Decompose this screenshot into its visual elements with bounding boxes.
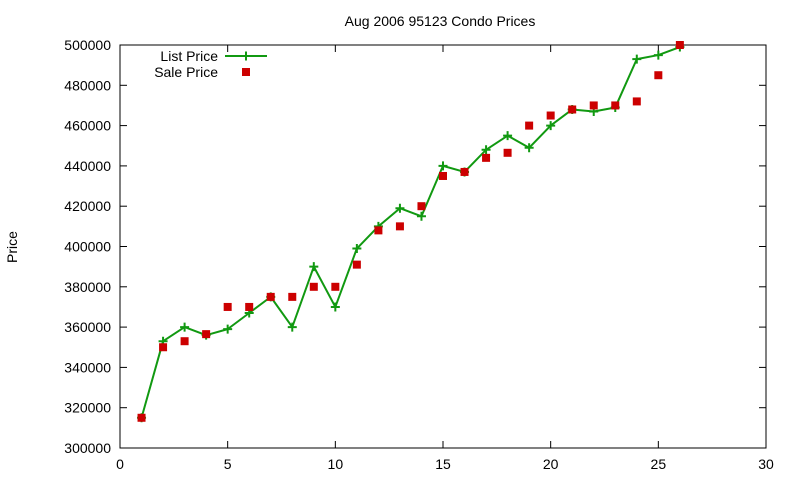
y-tick-label: 460000: [64, 118, 111, 134]
list-price-point: [180, 322, 190, 332]
y-tick-label: 360000: [64, 319, 111, 335]
y-tick-label: 300000: [64, 440, 111, 456]
series-list-price: [137, 42, 685, 423]
y-tick-label: 400000: [64, 239, 111, 255]
sale-price-point: [137, 413, 146, 422]
list-price-point: [416, 211, 426, 221]
list-price-line: [140, 46, 681, 419]
list-price-point: [524, 143, 534, 153]
list-price-point: [287, 322, 297, 332]
legend-plus-marker: [241, 51, 251, 61]
sale-price-point: [439, 171, 447, 180]
list-price-point: [481, 145, 491, 155]
y-axis-label: Price: [4, 231, 20, 263]
sale-price-point: [460, 167, 469, 176]
list-price-point: [223, 324, 233, 334]
sale-price-point: [180, 337, 189, 346]
x-tick-label: 0: [116, 456, 124, 472]
sale-price-point: [395, 222, 404, 231]
sale-price-point: [589, 101, 598, 110]
x-tick-label: 5: [224, 456, 232, 472]
sale-price-point: [223, 302, 232, 311]
y-tick-label: 500000: [64, 37, 111, 53]
sale-price-point: [546, 111, 555, 120]
sale-price-point: [374, 226, 383, 235]
sale-price-point: [503, 148, 512, 157]
list-price-point: [330, 302, 340, 312]
legend-label: Sale Price: [154, 64, 218, 80]
sale-price-point: [654, 71, 663, 80]
sale-price-point: [632, 97, 641, 106]
y-tick-label: 480000: [64, 77, 111, 93]
list-price-point: [309, 262, 319, 272]
sale-price-point: [352, 260, 361, 269]
list-price-point: [546, 121, 556, 131]
plot-series: [137, 41, 685, 423]
axis-ticks: 0 5 10 15 20 25 30 300000 320000 340000 360000 3800…: [64, 37, 774, 472]
x-tick-label: 25: [651, 456, 667, 472]
x-tick-label: 30: [758, 456, 774, 472]
list-price-point: [653, 50, 663, 60]
sale-price-point: [288, 292, 297, 301]
sale-price-point: [525, 121, 534, 130]
x-tick-label: 15: [435, 456, 451, 472]
sale-price-point: [245, 302, 254, 311]
x-tick-label: 20: [543, 456, 559, 472]
sale-price-point: [309, 282, 318, 291]
sale-price-point: [568, 105, 577, 114]
legend-square-marker: [242, 68, 250, 76]
y-tick-label: 320000: [64, 400, 111, 416]
legend-label: List Price: [160, 48, 218, 64]
sale-price-point: [266, 292, 275, 301]
sale-price-point: [675, 41, 684, 49]
sale-price-point: [159, 343, 168, 352]
sale-price-point: [417, 202, 426, 211]
x-tick-label: 10: [328, 456, 344, 472]
plot-frame: [119, 44, 767, 449]
list-price-point: [352, 244, 362, 254]
list-price-point: [438, 161, 448, 171]
y-tick-label: 440000: [64, 158, 111, 174]
y-tick-label: 420000: [64, 198, 111, 214]
chart-title: Aug 2006 95123 Condo Prices: [345, 13, 536, 29]
list-price-point: [632, 54, 642, 64]
series-sale-price: [137, 41, 684, 422]
list-price-point: [395, 203, 405, 213]
sale-price-point: [611, 101, 620, 110]
sale-price-point: [202, 330, 211, 339]
sale-price-point: [331, 282, 340, 291]
y-tick-label: 380000: [64, 279, 111, 295]
sale-price-point: [482, 153, 491, 162]
list-price-point: [503, 131, 513, 141]
y-tick-label: 340000: [64, 359, 111, 375]
